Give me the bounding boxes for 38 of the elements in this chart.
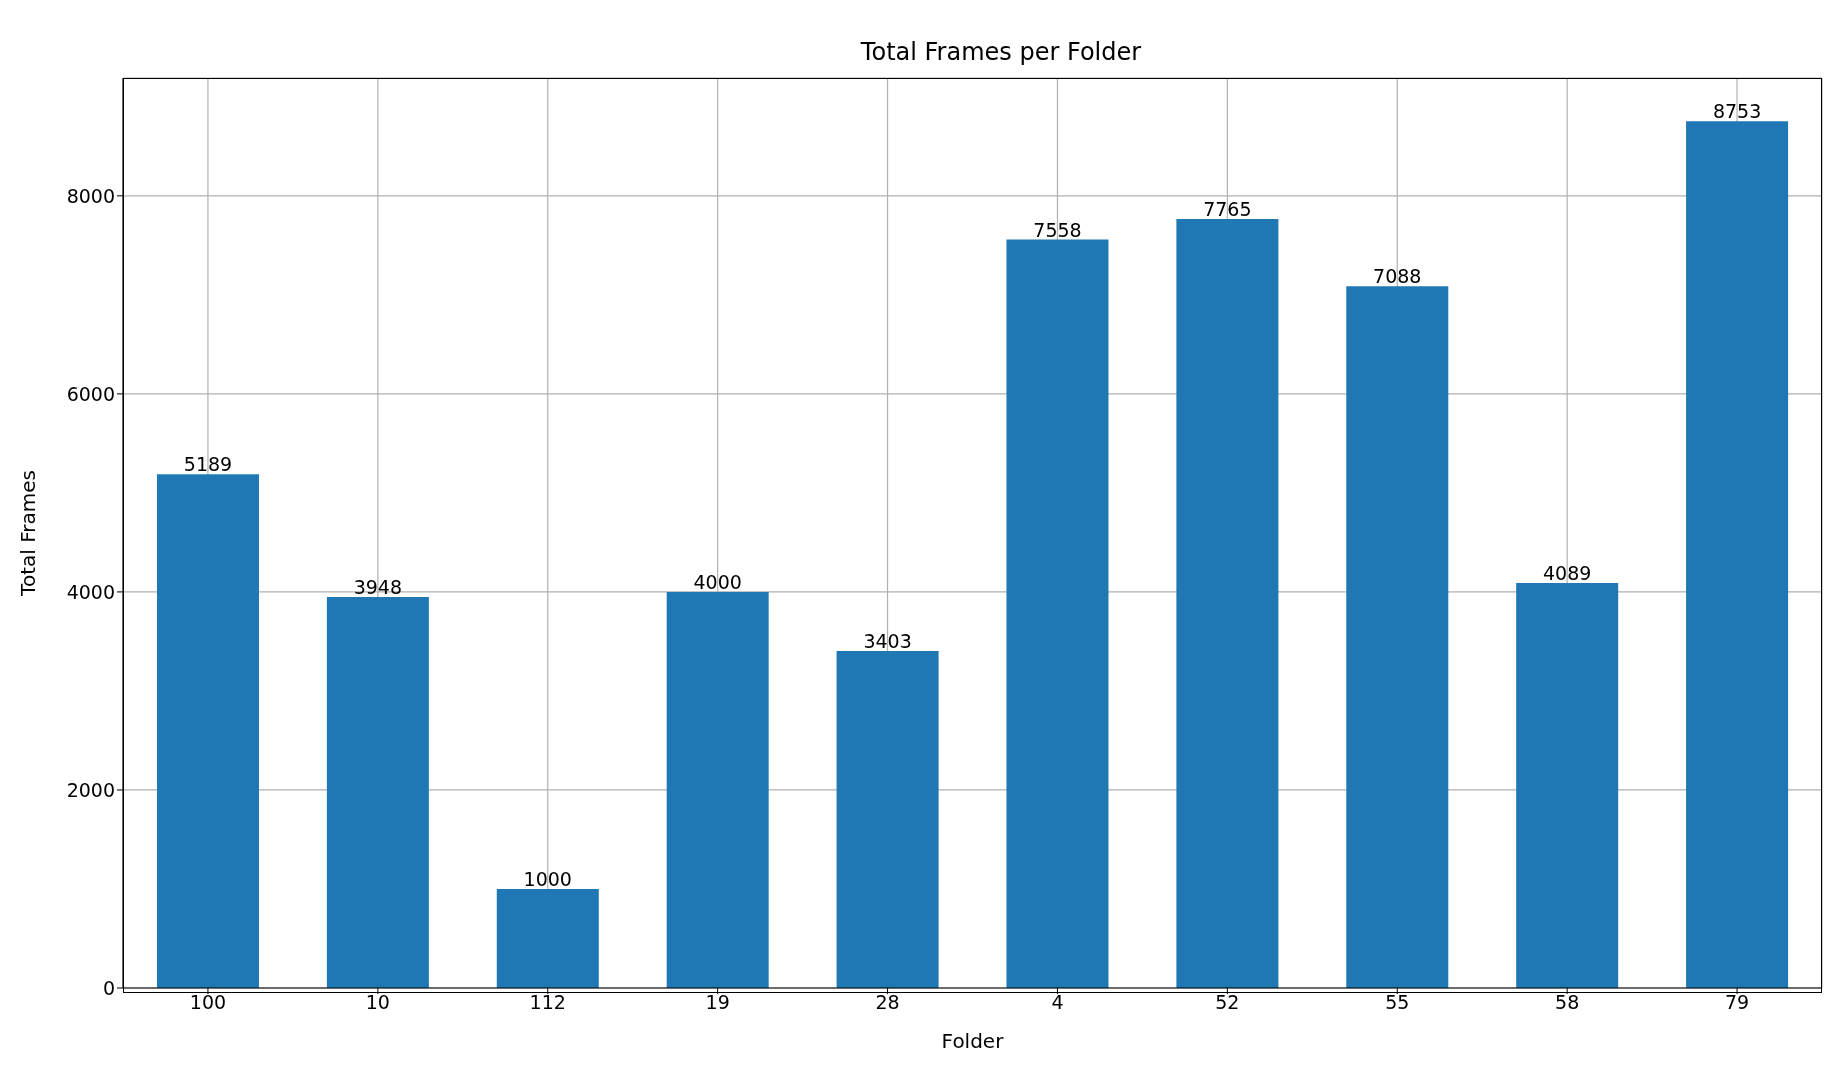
- bar: [156, 474, 259, 988]
- bar: [1346, 286, 1449, 988]
- x-tick-label: 10: [365, 991, 390, 1014]
- y-tick-label: 8000: [66, 184, 115, 207]
- x-tick-label: 112: [529, 991, 566, 1014]
- bar: [1176, 219, 1279, 988]
- x-tick-label: 55: [1385, 991, 1410, 1014]
- data-label: 8753: [1712, 100, 1762, 123]
- bar: [1686, 121, 1789, 988]
- x-tick-label: 100: [189, 991, 227, 1014]
- y-tick-label: 6000: [66, 382, 115, 405]
- data-label: 3948: [353, 576, 403, 599]
- y-axis-title: Total Frames: [16, 470, 41, 597]
- data-label: 4000: [693, 570, 742, 593]
- x-tick-label: 58: [1555, 991, 1580, 1014]
- bar: [326, 597, 429, 988]
- x-axis-title: Folder: [941, 1029, 1005, 1053]
- data-label: 7558: [1033, 218, 1082, 241]
- data-label: 5189: [183, 453, 233, 476]
- y-tick-label: 4000: [66, 580, 115, 603]
- data-label: 7088: [1373, 265, 1422, 288]
- bar: [496, 888, 599, 988]
- y-tick-label: 0: [102, 976, 115, 999]
- data-label: 3403: [863, 630, 912, 653]
- bar: [1006, 239, 1109, 988]
- x-tick-label: 79: [1724, 991, 1750, 1014]
- bar: [836, 651, 939, 988]
- x-tick-label: 28: [875, 991, 900, 1014]
- y-tick-label: 2000: [66, 778, 115, 801]
- x-tick-label: 52: [1215, 991, 1240, 1014]
- bar: [666, 591, 769, 988]
- x-tick-label: 19: [705, 991, 730, 1014]
- x-tick-label: 4: [1051, 991, 1064, 1014]
- data-label: 4089: [1543, 562, 1592, 585]
- data-label: 7765: [1203, 198, 1252, 221]
- bar: [1516, 583, 1619, 988]
- chart-title: Total Frames per Folder: [859, 38, 1143, 66]
- data-label: 1000: [523, 867, 572, 890]
